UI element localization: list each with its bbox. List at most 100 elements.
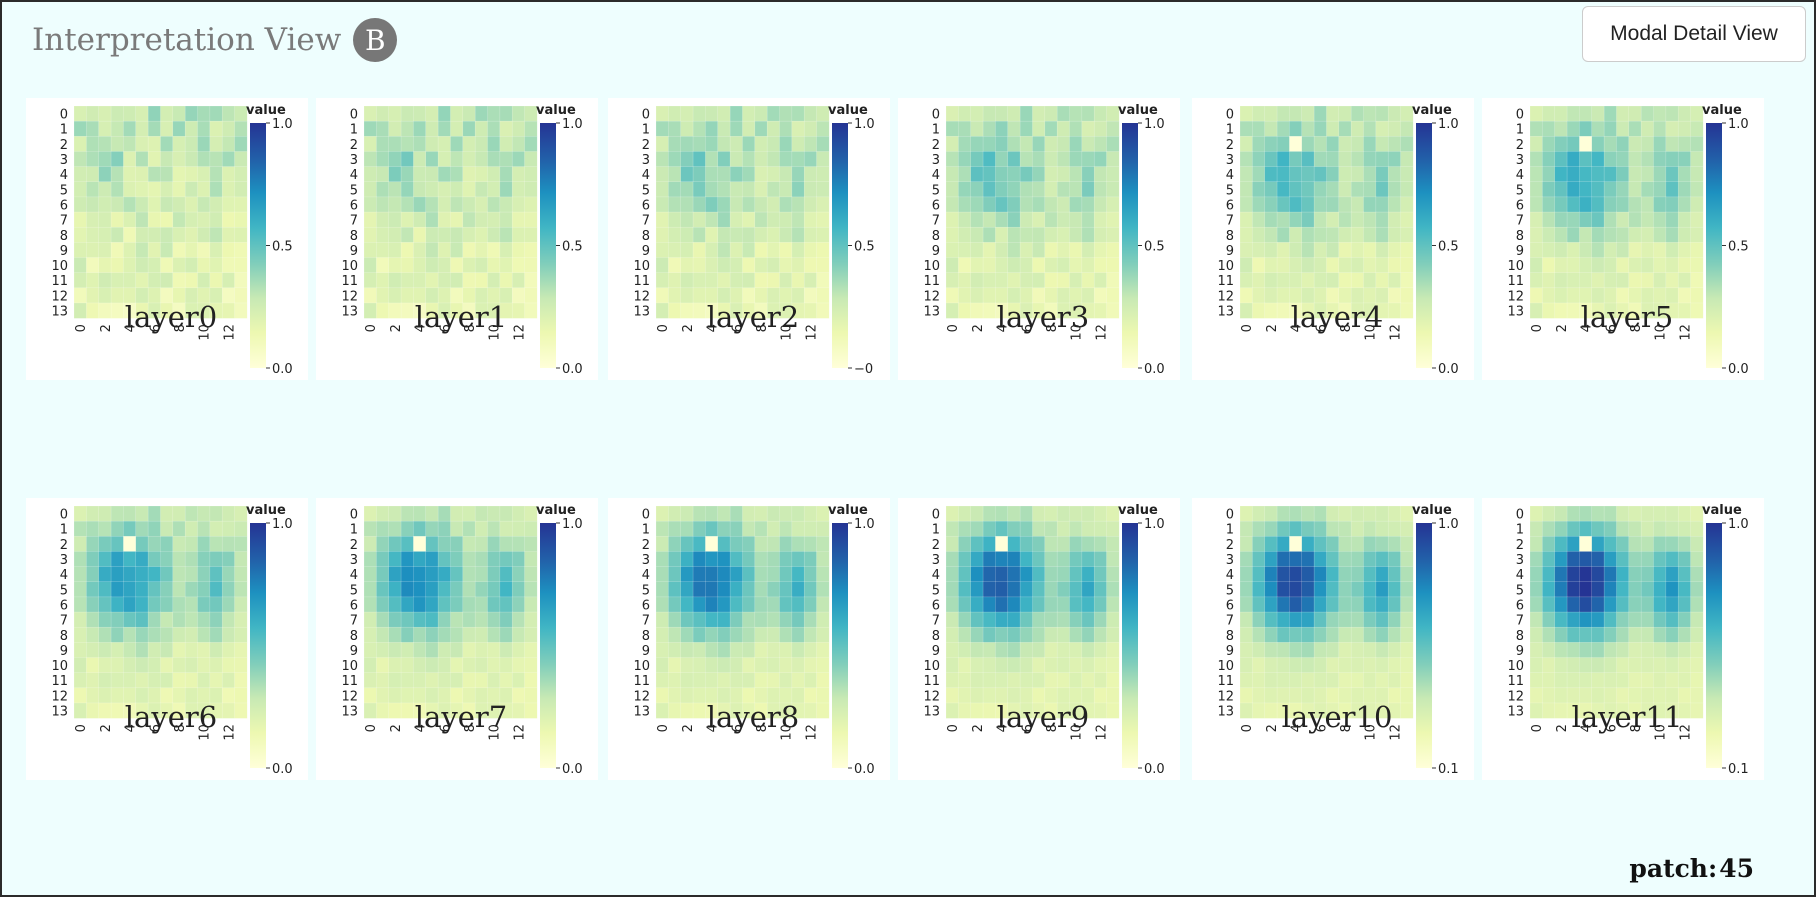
heatmap-cell[interactable] <box>1400 242 1414 259</box>
heatmap-cell[interactable] <box>437 105 451 122</box>
heatmap-cell[interactable] <box>376 105 390 122</box>
heatmap-cell[interactable] <box>1375 120 1389 137</box>
heatmap-cell[interactable] <box>524 536 538 553</box>
heatmap-cell[interactable] <box>1387 120 1402 137</box>
heatmap-cell[interactable] <box>437 505 451 522</box>
heatmap-cell[interactable] <box>1326 657 1340 674</box>
heatmap-cell[interactable] <box>1069 181 1083 198</box>
heatmap-cell[interactable] <box>655 166 669 183</box>
heatmap-cell[interactable] <box>1289 520 1303 537</box>
heatmap-cell[interactable] <box>135 105 149 122</box>
heatmap-cell[interactable] <box>1554 151 1568 168</box>
heatmap-cell[interactable] <box>209 166 223 183</box>
heatmap-cell[interactable] <box>388 226 402 243</box>
heatmap-cell[interactable] <box>779 520 793 537</box>
heatmap-cell[interactable] <box>1044 581 1058 598</box>
heatmap-cell[interactable] <box>1591 596 1605 613</box>
heatmap-cell[interactable] <box>1677 181 1692 198</box>
heatmap-cell[interactable] <box>1239 211 1253 228</box>
heatmap-cell[interactable] <box>209 136 223 153</box>
heatmap-cell[interactable] <box>1338 120 1352 137</box>
heatmap-cell[interactable] <box>499 105 513 122</box>
heatmap-cell[interactable] <box>1350 166 1365 183</box>
heatmap-cell[interactable] <box>945 657 959 674</box>
heatmap-cell[interactable] <box>73 226 87 243</box>
heatmap-cell[interactable] <box>742 672 756 689</box>
heatmap-cell[interactable] <box>1603 211 1617 228</box>
heatmap-cell[interactable] <box>462 505 476 522</box>
heatmap-cell[interactable] <box>1019 196 1033 213</box>
heatmap-cell[interactable] <box>110 211 124 228</box>
heatmap-cell[interactable] <box>413 272 427 289</box>
heatmap-cell[interactable] <box>1019 166 1033 183</box>
heatmap-cell[interactable] <box>1338 211 1352 228</box>
heatmap-cell[interactable] <box>462 596 476 613</box>
heatmap-cell[interactable] <box>1542 196 1556 213</box>
heatmap-cell[interactable] <box>1591 242 1605 259</box>
heatmap-cell[interactable] <box>816 672 830 689</box>
heatmap-cell[interactable] <box>1375 611 1389 628</box>
heatmap-cell[interactable] <box>474 211 489 228</box>
heatmap-cell[interactable] <box>524 136 538 153</box>
heatmap-cell[interactable] <box>1239 520 1253 537</box>
heatmap-cell[interactable] <box>1554 657 1568 674</box>
heatmap-cell[interactable] <box>1690 226 1704 243</box>
heatmap-cell[interactable] <box>1616 520 1630 537</box>
heatmap-cell[interactable] <box>958 581 972 598</box>
heatmap-cell[interactable] <box>450 181 464 198</box>
heatmap-cell[interactable] <box>1363 520 1377 537</box>
heatmap-cell[interactable] <box>1056 566 1071 583</box>
heatmap-cell[interactable] <box>123 166 137 183</box>
heatmap-cell[interactable] <box>742 242 756 259</box>
heatmap-cell[interactable] <box>729 136 743 153</box>
heatmap-cell[interactable] <box>1628 520 1642 537</box>
heatmap-cell[interactable] <box>1326 151 1340 168</box>
heatmap-cell[interactable] <box>209 105 223 122</box>
heatmap-cell[interactable] <box>1313 272 1327 289</box>
heatmap-cell[interactable] <box>1591 257 1605 274</box>
heatmap-cell[interactable] <box>209 551 223 568</box>
heatmap-cell[interactable] <box>1019 520 1033 537</box>
heatmap-cell[interactable] <box>1690 211 1704 228</box>
heatmap-cell[interactable] <box>110 566 124 583</box>
heatmap-cell[interactable] <box>209 242 223 259</box>
heatmap-cell[interactable] <box>1289 657 1303 674</box>
heatmap-cell[interactable] <box>1387 181 1402 198</box>
heatmap-cell[interactable] <box>816 551 830 568</box>
heatmap-cell[interactable] <box>1326 226 1340 243</box>
heatmap-cell[interactable] <box>86 581 100 598</box>
heatmap-cell[interactable] <box>234 120 248 137</box>
heatmap-cell[interactable] <box>995 242 1009 259</box>
heatmap-cell[interactable] <box>1665 672 1679 689</box>
heatmap-cell[interactable] <box>1313 657 1327 674</box>
heatmap-cell[interactable] <box>1252 536 1266 553</box>
heatmap-cell[interactable] <box>1106 536 1120 553</box>
heatmap-cell[interactable] <box>462 120 476 137</box>
heatmap-cell[interactable] <box>1616 181 1630 198</box>
heatmap-cell[interactable] <box>135 257 149 274</box>
heatmap-cell[interactable] <box>717 657 731 674</box>
heatmap-cell[interactable] <box>995 536 1009 553</box>
heatmap-cell[interactable] <box>680 196 694 213</box>
heatmap-cell[interactable] <box>86 211 100 228</box>
heatmap-cell[interactable] <box>958 105 972 122</box>
heatmap-cell[interactable] <box>1106 211 1120 228</box>
heatmap-cell[interactable] <box>1387 136 1402 153</box>
heatmap-cell[interactable] <box>729 151 743 168</box>
heatmap-cell[interactable] <box>123 566 137 583</box>
heatmap-cell[interactable] <box>73 672 87 689</box>
heatmap-cell[interactable] <box>160 242 174 259</box>
heatmap-cell[interactable] <box>1653 672 1667 689</box>
heatmap-cell[interactable] <box>1375 226 1389 243</box>
heatmap-cell[interactable] <box>1106 120 1120 137</box>
heatmap-cell[interactable] <box>717 120 731 137</box>
heatmap-cell[interactable] <box>729 166 743 183</box>
heatmap-cell[interactable] <box>729 520 743 537</box>
heatmap-cell[interactable] <box>413 166 427 183</box>
heatmap-cell[interactable] <box>803 242 818 259</box>
heatmap-cell[interactable] <box>98 626 112 643</box>
heatmap-cell[interactable] <box>1566 226 1580 243</box>
heatmap-cell[interactable] <box>958 657 972 674</box>
heatmap-cell[interactable] <box>400 181 414 198</box>
heatmap-cell[interactable] <box>1542 626 1556 643</box>
